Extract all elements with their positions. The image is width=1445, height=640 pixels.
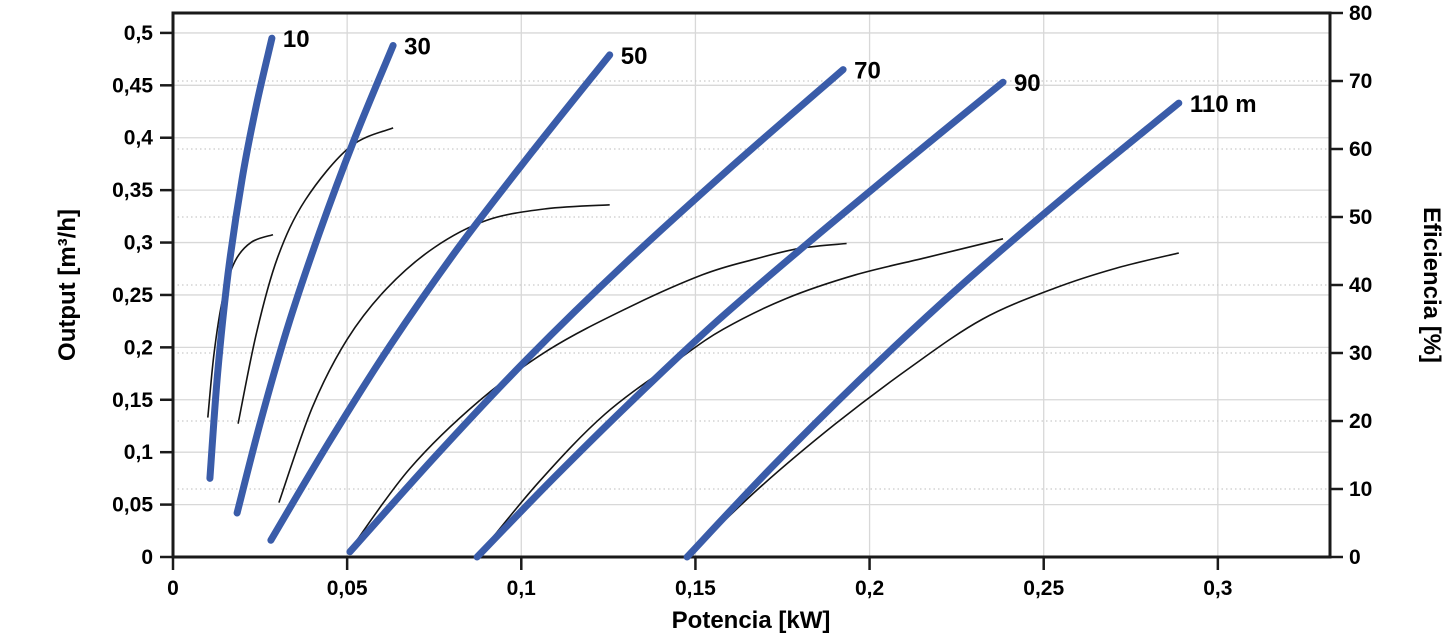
y-left-tick-label: 0,35 <box>112 179 153 202</box>
y-left-tick-label: 0 <box>141 546 153 569</box>
y-left-tick-label: 0,05 <box>112 494 153 517</box>
y-right-tick-label: 10 <box>1349 478 1372 501</box>
x-axis-title: Potencia [kW] <box>672 607 831 634</box>
x-tick-label: 0,15 <box>675 577 716 600</box>
axis-ticks <box>160 11 1343 570</box>
tick-labels: 0 0,05 0,1 0,15 0,2 0,25 0,3 0 0,05 0,1 0,15 0,2 0,2… <box>112 2 1372 600</box>
x-tick-label: 0,1 <box>507 577 537 600</box>
y-axis-title-right: Eficiencia [%] <box>1418 207 1445 363</box>
curve-label-90: 90 <box>1014 70 1041 97</box>
efficiency-curve-110m <box>686 252 1179 558</box>
x-tick-label: 0,25 <box>1023 577 1064 600</box>
curve-label-10: 10 <box>283 26 310 53</box>
y-left-tick-label: 0,1 <box>124 441 154 464</box>
y-axis-title-left: Output [m³/h] <box>54 209 81 361</box>
x-tick-label: 0 <box>167 577 179 600</box>
pump-curve-90m <box>473 78 1007 561</box>
curves <box>206 34 1183 561</box>
y-left-tick-label: 0,4 <box>124 127 154 150</box>
x-tick-label: 0,05 <box>327 577 368 600</box>
curve-label-70: 70 <box>854 58 881 85</box>
y-right-tick-label: 30 <box>1349 342 1372 365</box>
curve-label-110m: 110 m <box>1190 91 1257 118</box>
y-left-tick-label: 0,3 <box>124 232 153 255</box>
y-left-tick-label: 0,25 <box>112 284 153 307</box>
efficiency-curve-90m <box>476 238 1004 558</box>
pump-curve-50m <box>267 51 614 544</box>
efficiency-curve-50m <box>278 204 610 503</box>
y-left-tick-label: 0,45 <box>112 74 153 97</box>
curve-label-30: 30 <box>404 33 431 60</box>
efficiency-curve-70m <box>349 242 847 551</box>
y-right-tick-label: 70 <box>1349 70 1372 93</box>
pump-curve-30m <box>233 42 397 517</box>
gridlines <box>173 13 1330 557</box>
x-tick-label: 0,3 <box>1203 577 1232 600</box>
pump-curve-70m <box>346 66 847 556</box>
y-right-tick-label: 0 <box>1349 546 1361 569</box>
y-left-tick-label: 0,2 <box>124 336 153 359</box>
y-right-tick-label: 80 <box>1349 2 1372 25</box>
pump-curve-110m <box>683 99 1183 561</box>
y-right-tick-label: 40 <box>1349 274 1372 297</box>
x-tick-label: 0,2 <box>855 577 884 600</box>
curve-labels: 10 30 50 70 90 110 m <box>283 26 1257 118</box>
pump-curve-10m <box>206 34 276 482</box>
y-left-tick-label: 0,15 <box>112 389 153 412</box>
y-right-tick-label: 60 <box>1349 138 1372 161</box>
curve-label-50: 50 <box>621 43 648 70</box>
y-left-tick-label: 0,5 <box>124 22 154 45</box>
y-right-tick-label: 50 <box>1349 206 1372 229</box>
y-right-tick-label: 20 <box>1349 410 1372 433</box>
